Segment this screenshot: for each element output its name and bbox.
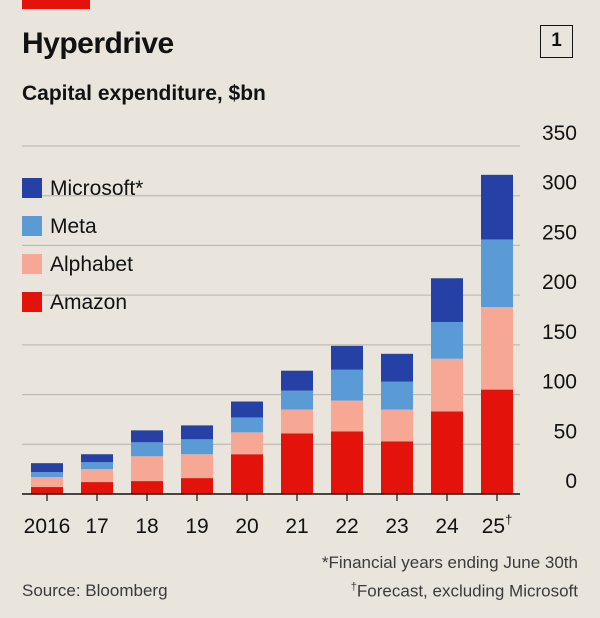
bar-segment-alphabet [181,454,213,479]
bar-segment-amazon [331,431,363,494]
x-tick-label: 22 [335,515,358,538]
bar-segment-amazon [31,487,63,494]
bar-segment-alphabet [281,409,313,434]
legend-swatch-alphabet [22,254,42,274]
bar-segment-amazon [281,433,313,494]
y-tick-label: 200 [542,271,577,294]
bar-segment-amazon [181,478,213,494]
chart-number-box: 1 [540,25,573,58]
source-note: Source: Bloomberg [22,581,168,600]
y-tick-label: 250 [542,221,577,244]
legend-label-meta: Meta [50,215,97,238]
bar-segment-meta [431,321,463,359]
bar-segment-meta [31,472,63,478]
bar-segment-amazon [231,454,263,494]
y-tick-label: 50 [554,420,577,443]
bar-segment-microsoft [481,174,513,240]
y-tick-label: 350 [542,122,577,145]
bar-segment-meta [481,239,513,308]
bar-segment-meta [181,439,213,455]
bar-segment-alphabet [131,456,163,482]
legend-label-amazon: Amazon [50,291,127,314]
x-tick-label: 19 [185,515,208,538]
bar-segment-alphabet [481,307,513,390]
y-tick-label: 100 [542,371,577,394]
x-tick-label: 2016 [24,515,71,538]
bar-segment-meta [381,381,413,410]
x-tick-label: 17 [85,515,108,538]
bar-segment-microsoft [81,454,113,463]
bar-segment-microsoft [231,401,263,418]
dagger-mark: † [350,581,357,593]
bar-segment-alphabet [231,432,263,455]
footnote-forecast-text: Forecast, excluding Microsoft [356,581,578,601]
legend-swatch-meta [22,216,42,236]
bar-segment-microsoft [281,370,313,391]
x-tick-label: 25† [482,512,513,538]
bar-segment-amazon [381,441,413,494]
chart-subtitle: Capital expenditure, $bn [22,82,266,105]
bar-segment-amazon [131,481,163,494]
bar-segment-microsoft [381,353,413,382]
legend-label-alphabet: Alphabet [50,253,133,276]
bar-segment-alphabet [381,409,413,442]
bar-segment-microsoft [131,430,163,443]
bar-segment-microsoft [181,425,213,440]
bar-segment-alphabet [431,358,463,412]
bar-segment-meta [331,369,363,401]
x-tick-label: 21 [285,515,308,538]
y-tick-label: 150 [542,321,577,344]
y-tick-label: 300 [542,172,577,195]
x-tick-label: 20 [235,515,258,538]
bar-segment-amazon [81,482,113,494]
bar-segment-microsoft [331,345,363,370]
chart-title: Hyperdrive [22,27,174,60]
bar-segment-microsoft [431,278,463,322]
legend-label-microsoft: Microsoft* [50,177,143,200]
brand-red-bar [22,0,90,9]
legend-swatch-amazon [22,292,42,312]
bar-segment-alphabet [331,400,363,432]
x-tick-label: 23 [385,515,408,538]
footnote-forecast: †Forecast, excluding Microsoft [351,581,578,602]
bar-segment-microsoft [31,463,63,473]
bar-segment-meta [281,390,313,410]
bar-segment-amazon [481,389,513,494]
x-tick-label: 18 [135,515,158,538]
bar-segment-meta [231,417,263,433]
bar-segment-meta [81,462,113,470]
bar-segment-alphabet [31,477,63,488]
y-tick-label: 0 [565,470,577,493]
bar-segment-amazon [431,411,463,494]
bar-segment-meta [131,442,163,457]
footnote-financial-years: *Financial years ending June 30th [321,553,578,572]
legend-swatch-microsoft [22,178,42,198]
x-tick-label: 24 [435,515,459,538]
bar-segment-alphabet [81,469,113,483]
